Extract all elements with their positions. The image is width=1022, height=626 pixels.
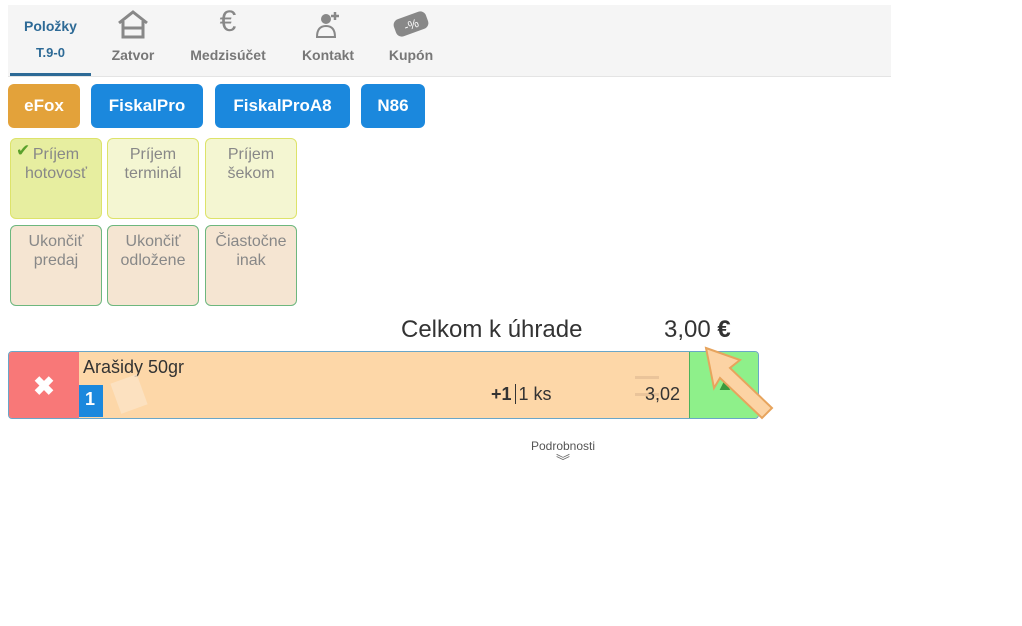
remove-item-button[interactable]: ✖ [9,352,79,418]
tab-label: Položky [24,18,77,34]
coupon-icon: -% [381,5,441,39]
double-chevron-down-icon: ︾ [556,453,570,469]
payment-cash-button[interactable]: ✔ Príjem hotovosť [10,138,102,219]
tile-label: šekom [227,165,275,182]
tab-label: Kontakt [301,47,355,63]
tile-label: Príjem [32,146,80,163]
item-price: 3,02 [645,384,681,404]
menu-icon[interactable] [635,376,659,396]
total-label: Celkom k úhrade [401,316,583,343]
euro-icon: € [219,5,237,38]
tile-label: Príjem [129,146,177,163]
tile-label: inak [236,252,266,269]
tile-label: Ukončiť [125,233,181,250]
currency: € [717,316,731,343]
tile-label: hotovosť [24,165,88,182]
tab-zatvor[interactable]: Zatvor [103,5,163,77]
partial-other-button[interactable]: Čiastočne inak [205,225,297,306]
item-name: Arašidy 50gr [83,357,185,377]
increment: +1 [491,384,512,404]
tab-kupon[interactable]: -% Kupón [381,5,441,77]
tile-label: Ukončiť [28,233,84,250]
tab-kontakt[interactable]: Kontakt [296,5,360,77]
total-amount: 3,00 [664,316,711,343]
total-value: 3,00 € [664,316,731,344]
check-icon: ✔ [16,141,31,160]
top-toolbar: Položky T.9-0 Zatvor € Medzisúčet Kontak… [8,5,891,77]
pointer-arrow-icon [704,346,774,420]
tile-label: odložene [120,252,186,269]
item-index-badge: 1 [79,385,103,417]
tab-label: Kupón [388,47,434,63]
details-label: Podrobnosti [530,439,596,453]
tab-sublabel: T.9-0 [36,45,65,60]
printer-n86-button[interactable]: N86 [361,84,425,128]
qty: 1 ks [518,384,552,404]
finish-sale-button[interactable]: Ukončiť predaj [10,225,102,306]
printer-fiskalproa8-button[interactable]: FiskalProA8 [215,84,350,128]
cart-item-row[interactable]: ✖ Arašidy 50gr 1 +11 ks 3,02 ▲ [8,351,759,419]
tab-polozky[interactable]: Položky T.9-0 [10,5,91,76]
close-icon: ✖ [33,370,55,401]
payment-terminal-button[interactable]: Príjem terminál [107,138,199,219]
printer-efox-button[interactable]: eFox [8,84,80,128]
tile-label: Príjem [227,146,275,163]
finish-deferred-button[interactable]: Ukončiť odložene [107,225,199,306]
svg-text:-%: -% [402,16,421,34]
tile-label: Čiastočne [215,233,287,250]
tile-label: predaj [33,252,79,269]
tab-medzisucet[interactable]: € Medzisúčet [183,5,273,77]
payment-check-button[interactable]: Príjem šekom [205,138,297,219]
tile-label: terminál [124,165,182,182]
quantity[interactable]: +1 1 ks [491,384,552,405]
note-icon[interactable] [110,374,148,414]
add-contact-icon [296,5,360,39]
printer-fiskalpro-button[interactable]: FiskalPro [91,84,203,128]
house-icon [103,5,163,39]
tab-label: Zatvor [111,47,155,63]
tab-label: Medzisúčet [190,47,266,63]
details-toggle[interactable]: Podrobnosti ︾ [527,439,599,469]
